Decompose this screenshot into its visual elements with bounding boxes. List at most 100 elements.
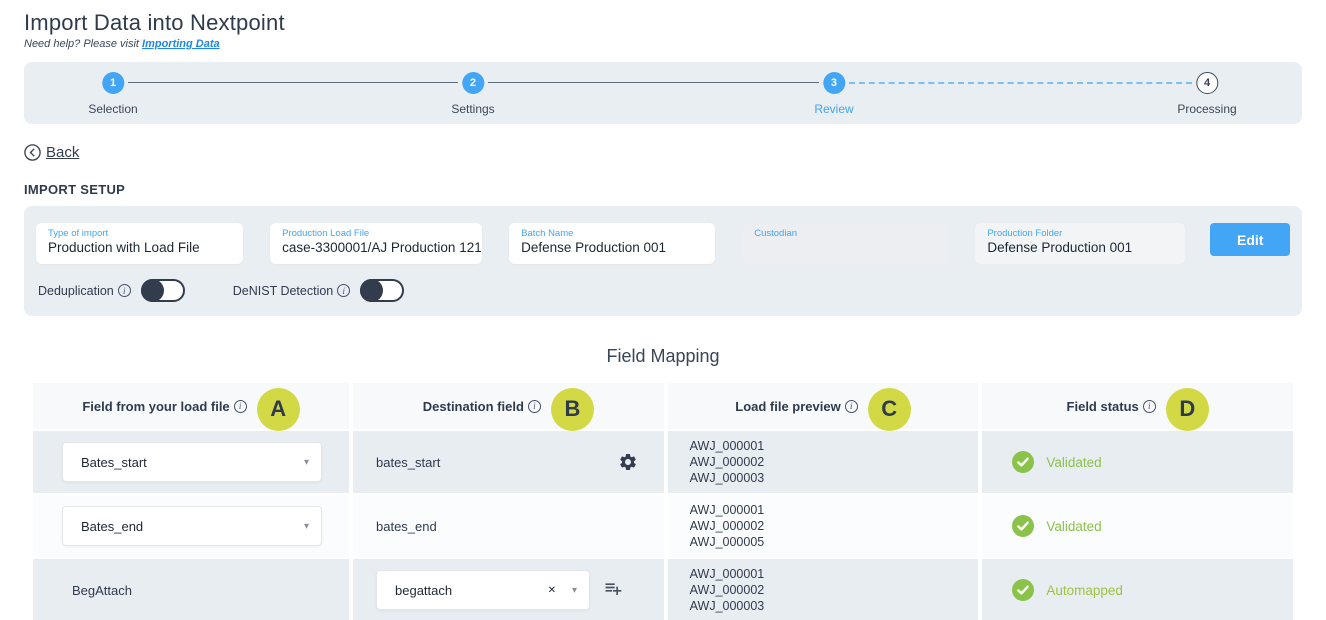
back-link[interactable]: Back (24, 144, 79, 161)
column-label: Field from your load file (82, 398, 230, 414)
table-row-2-source: Bates_end (33, 495, 349, 557)
field-value: Defense Production 001 (521, 240, 666, 255)
status-label: Validated (1046, 518, 1102, 534)
clear-selection-icon[interactable] (548, 585, 556, 596)
setup-toggles-row: Deduplication DeNIST Detection (36, 279, 1290, 302)
preview-line: AWJ_000003 (689, 471, 765, 485)
check-circle-icon (1012, 579, 1035, 601)
preview-line: AWJ_000002 (689, 583, 765, 597)
status-label: Validated (1046, 454, 1102, 470)
stepper-step-review-active[interactable]: 3 Review (814, 72, 854, 116)
select-value: Bates_start (81, 454, 147, 470)
importing-data-link[interactable]: Importing Data (142, 38, 220, 50)
help-text: Need help? Please visit Importing Data (24, 38, 1302, 50)
back-label: Back (46, 144, 80, 161)
field-custodian: Custodian (742, 223, 949, 264)
status-label: Automapped (1046, 582, 1123, 598)
field-label: Type of import (48, 228, 109, 239)
check-circle-icon (1012, 451, 1035, 473)
deduplication-label: Deduplication (38, 283, 114, 298)
denist-toggle[interactable] (360, 279, 405, 302)
destination-field-value: bates_end (376, 518, 437, 534)
table-row-2-status: Validated (982, 495, 1293, 557)
field-label: Batch Name (521, 228, 574, 239)
field-type-of-import: Type of import Production with Load File (36, 223, 244, 264)
preview-line: AWJ_000001 (689, 567, 765, 581)
stepper-step-processing[interactable]: 4 Processing (1177, 72, 1237, 116)
column-header-destination-field: Destination field B (353, 383, 664, 431)
stepper: 1 Selection 2 Settings 3 Review 4 Proces… (24, 62, 1302, 124)
select-value: begattach (395, 582, 453, 598)
chevron-down-icon (304, 457, 309, 468)
denist-toggle-group: DeNIST Detection (233, 279, 405, 302)
source-field-select-bates-end[interactable]: Bates_end (62, 506, 322, 546)
destination-field-select-begattach[interactable]: begattach (376, 570, 590, 610)
denist-info-icon[interactable] (337, 284, 351, 297)
step-label: Selection (88, 102, 138, 116)
field-label: Production Folder (987, 228, 1063, 239)
step-label: Processing (1177, 102, 1237, 116)
stepper-step-settings[interactable]: 2 Settings (451, 72, 495, 116)
column-header-source-field: Field from your load file A (33, 383, 349, 431)
table-row-2-preview: AWJ_000001 AWJ_000002 AWJ_000005 (667, 495, 979, 557)
destination-select-group: begattach (376, 570, 623, 610)
step-label: Settings (451, 102, 495, 116)
field-value: case-3300001/AJ Production 121 (282, 240, 482, 255)
status-badge: Automapped (1012, 579, 1123, 601)
stepper-step-selection[interactable]: 1 Selection (88, 72, 138, 116)
step-label: Review (814, 102, 854, 116)
chevron-down-icon (572, 585, 577, 596)
help-prefix: Need help? Please visit (24, 38, 139, 50)
deduplication-info-icon[interactable] (117, 284, 131, 297)
status-badge: Validated (1012, 451, 1102, 473)
page-title: Import Data into Nextpoint (24, 10, 285, 35)
preview-line: AWJ_000001 (689, 439, 765, 453)
import-setup-card: Type of import Production with Load File… (24, 206, 1302, 316)
source-field-text: BegAttach (72, 582, 132, 598)
column-label: Field status (1066, 398, 1139, 414)
import-setup-heading: IMPORT SETUP (24, 182, 126, 197)
deduplication-toggle-group: Deduplication (38, 279, 185, 302)
status-badge: Validated (1012, 515, 1102, 537)
edit-button[interactable]: Edit (1210, 223, 1291, 256)
add-field-icon[interactable] (603, 580, 623, 600)
field-value: Defense Production 001 (987, 240, 1133, 255)
table-row-1-status: Validated (982, 431, 1293, 493)
field-batch-name: Batch Name Defense Production 001 (509, 223, 716, 264)
column-label: Destination field (422, 398, 524, 414)
toggle-knob (140, 279, 164, 302)
load-file-preview-values: AWJ_000001 AWJ_000002 AWJ_000005 (690, 502, 765, 550)
source-field-select-bates-start[interactable]: Bates_start (62, 442, 322, 482)
destination-field-info-icon[interactable] (527, 399, 541, 413)
back-circle-arrow-icon (24, 144, 41, 161)
table-row-3-preview: AWJ_000001 AWJ_000002 AWJ_000003 (667, 559, 979, 620)
table-row-1-preview: AWJ_000001 AWJ_000002 AWJ_000003 (667, 431, 979, 493)
gear-icon[interactable] (618, 452, 638, 472)
preview-line: AWJ_000001 (689, 503, 765, 517)
table-row-3-status: Automapped (982, 559, 1293, 620)
step-number-circle: 3 (822, 72, 845, 94)
field-status-info-icon[interactable] (1142, 399, 1156, 413)
source-field-info-icon[interactable] (233, 399, 247, 413)
field-value: Production with Load File (48, 240, 200, 255)
setup-fields-row: Type of import Production with Load File… (36, 223, 1291, 264)
badge-c: C (867, 387, 911, 431)
load-file-preview-info-icon[interactable] (844, 399, 858, 413)
step-number-circle: 4 (1196, 72, 1218, 94)
deduplication-toggle[interactable] (140, 279, 185, 302)
load-file-preview-values: AWJ_000001 AWJ_000002 AWJ_000003 (690, 566, 765, 614)
load-file-preview-values: AWJ_000001 AWJ_000002 AWJ_000003 (690, 438, 765, 486)
destination-field-value: bates_start (376, 454, 441, 470)
table-row-3-destination: begattach (353, 559, 664, 620)
field-label: Production Load File (282, 228, 370, 239)
chevron-down-icon (304, 521, 309, 532)
field-production-folder: Production Folder Defense Production 001 (975, 223, 1186, 264)
select-value: Bates_end (81, 518, 144, 534)
table-row-1-source: Bates_start (33, 431, 349, 493)
stepper-connector-3-dashed (849, 82, 1192, 84)
step-number-circle: 1 (102, 72, 124, 94)
check-circle-icon (1012, 515, 1035, 537)
table-row-3-source: BegAttach (33, 559, 349, 620)
preview-line: AWJ_000002 (689, 519, 765, 533)
